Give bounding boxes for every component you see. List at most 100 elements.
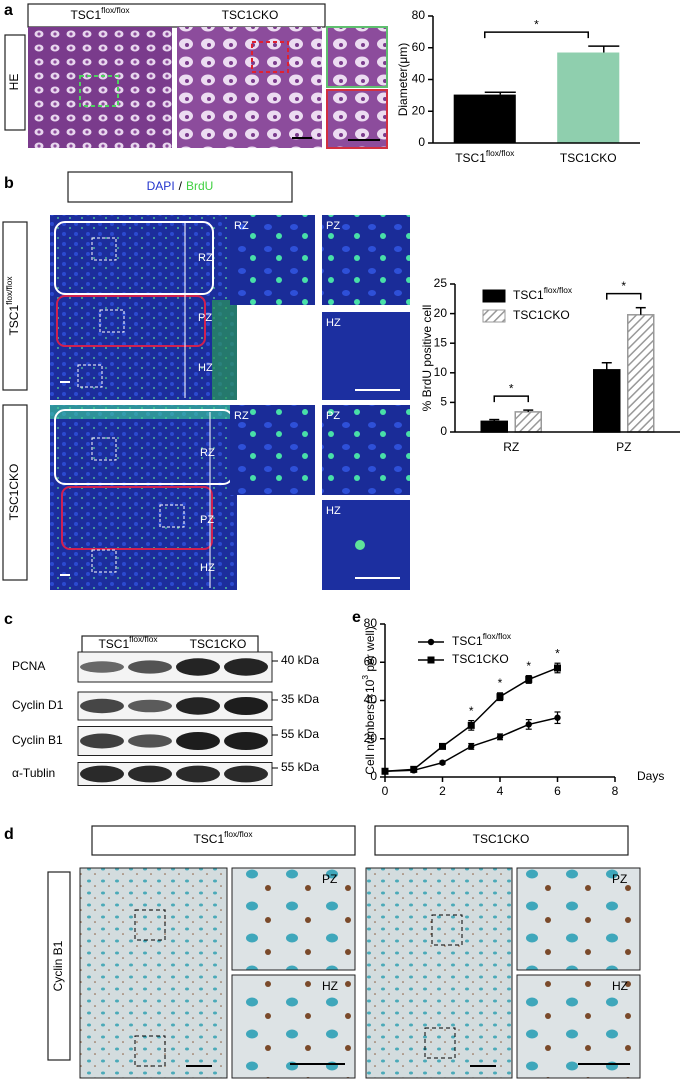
brdu-image: RZ PZ HZ bbox=[50, 405, 237, 590]
label-part: TSC1 bbox=[455, 151, 486, 165]
row-box bbox=[2, 404, 28, 581]
separator: / bbox=[179, 179, 183, 193]
header-box bbox=[374, 825, 629, 856]
protein-label: Cyclin B1 bbox=[12, 733, 63, 747]
blot-band bbox=[80, 765, 124, 783]
group-label: TSC1flox/flox bbox=[98, 634, 158, 651]
inset-label: HZ bbox=[612, 979, 628, 993]
inset bbox=[322, 500, 410, 590]
legend-label: TSC1flox/flox bbox=[513, 285, 573, 302]
blot-band bbox=[224, 697, 268, 715]
inset bbox=[322, 405, 410, 495]
group-label: TSC1CKO bbox=[222, 8, 279, 22]
stain-box bbox=[4, 34, 26, 131]
zone-outline bbox=[61, 486, 213, 550]
inset-label: HZ bbox=[322, 979, 338, 993]
panel-label: b bbox=[4, 175, 14, 192]
y-tick-label: 60 bbox=[364, 654, 378, 668]
y-axis-label: Diameter(μm) bbox=[396, 43, 410, 117]
size-label: 55 kDa bbox=[281, 727, 319, 741]
marker bbox=[410, 765, 418, 773]
nucleus bbox=[355, 540, 365, 550]
brdu-section bbox=[50, 405, 237, 590]
blot-band bbox=[224, 658, 268, 676]
panel-label: d bbox=[4, 826, 14, 843]
significance-label: * bbox=[621, 279, 626, 293]
zone-label: PZ bbox=[198, 312, 212, 324]
marker bbox=[496, 693, 504, 701]
zone-label: RZ bbox=[198, 252, 213, 264]
ihc-inset bbox=[516, 974, 641, 1079]
blot-band bbox=[176, 697, 220, 715]
brdu-image: RZ PZ HZ bbox=[50, 215, 237, 400]
zone-label: RZ bbox=[200, 447, 215, 459]
y-tick-label: 15 bbox=[434, 335, 448, 349]
zone-label: PZ bbox=[200, 514, 214, 526]
inset bbox=[230, 215, 315, 305]
ihc-inset bbox=[231, 974, 356, 1079]
x-tick-label: TSC1CKO bbox=[560, 151, 617, 165]
zone-label: HZ bbox=[200, 562, 215, 574]
significance-bracket bbox=[606, 292, 642, 300]
superscript: 3 bbox=[360, 675, 370, 680]
roi-box bbox=[77, 364, 103, 388]
blot-band bbox=[80, 698, 124, 714]
marker bbox=[496, 733, 504, 741]
y-tick-label: 20 bbox=[412, 103, 426, 117]
inset-label: RZ bbox=[234, 410, 249, 422]
superscript: flox/flox bbox=[224, 829, 253, 839]
marker bbox=[525, 721, 532, 728]
bone-region bbox=[50, 405, 237, 419]
stain-label: Cyclin B1 bbox=[51, 940, 65, 991]
marker bbox=[439, 742, 446, 750]
blot-band bbox=[128, 699, 172, 713]
roi-box bbox=[424, 1027, 456, 1059]
panel-label: a bbox=[4, 2, 13, 19]
marker bbox=[554, 664, 561, 672]
roi-box bbox=[134, 909, 166, 941]
y-axis-label: % BrdU positive cell bbox=[420, 305, 434, 412]
label-part: TSC1 bbox=[193, 832, 224, 846]
brdu-label: BrdU bbox=[186, 179, 213, 193]
blot-band bbox=[224, 765, 268, 783]
size-label: 35 kDa bbox=[281, 692, 319, 706]
row-box bbox=[2, 221, 28, 391]
roi-box bbox=[134, 1035, 166, 1067]
size-label: 55 kDa bbox=[281, 760, 319, 774]
legend-label: TSC1CKO bbox=[513, 308, 570, 322]
row-label: TSC1CKO bbox=[7, 464, 21, 521]
he-image bbox=[28, 27, 172, 148]
y-tick-label: 25 bbox=[434, 276, 448, 290]
bar bbox=[557, 52, 620, 144]
inset-label: HZ bbox=[326, 317, 341, 329]
significance-label: * bbox=[526, 659, 531, 673]
group-label: TSC1flox/flox bbox=[193, 829, 253, 846]
protein-label: Cyclin D1 bbox=[12, 698, 64, 712]
header-box bbox=[27, 3, 326, 28]
he-image bbox=[177, 27, 322, 148]
dapi-label: DAPI bbox=[147, 179, 175, 193]
roi-box bbox=[159, 504, 185, 528]
superscript: flox/flox bbox=[486, 148, 515, 158]
y-tick-label: 0 bbox=[418, 135, 425, 149]
bar bbox=[593, 369, 621, 433]
bar bbox=[480, 420, 508, 433]
y-tick-label: 80 bbox=[412, 8, 426, 22]
x-axis-label: Days bbox=[637, 769, 664, 783]
group-label: TSC1CKO bbox=[190, 637, 247, 651]
roi-box bbox=[79, 75, 119, 107]
x-tick-label: 2 bbox=[439, 784, 446, 798]
blot-band bbox=[128, 734, 172, 748]
blot-band bbox=[176, 765, 220, 783]
label-part: TSC1 bbox=[513, 288, 544, 302]
superscript: flox/flox bbox=[4, 276, 14, 305]
header-box bbox=[91, 825, 356, 856]
ihc-section bbox=[79, 867, 228, 1079]
group-label: TSC1CKO bbox=[473, 832, 530, 846]
bar bbox=[514, 411, 542, 433]
zone-outline bbox=[54, 221, 214, 295]
legend-marker bbox=[427, 638, 435, 646]
protein-label: PCNA bbox=[12, 659, 45, 673]
superscript: flox/flox bbox=[129, 634, 158, 644]
he-inset bbox=[326, 89, 388, 149]
